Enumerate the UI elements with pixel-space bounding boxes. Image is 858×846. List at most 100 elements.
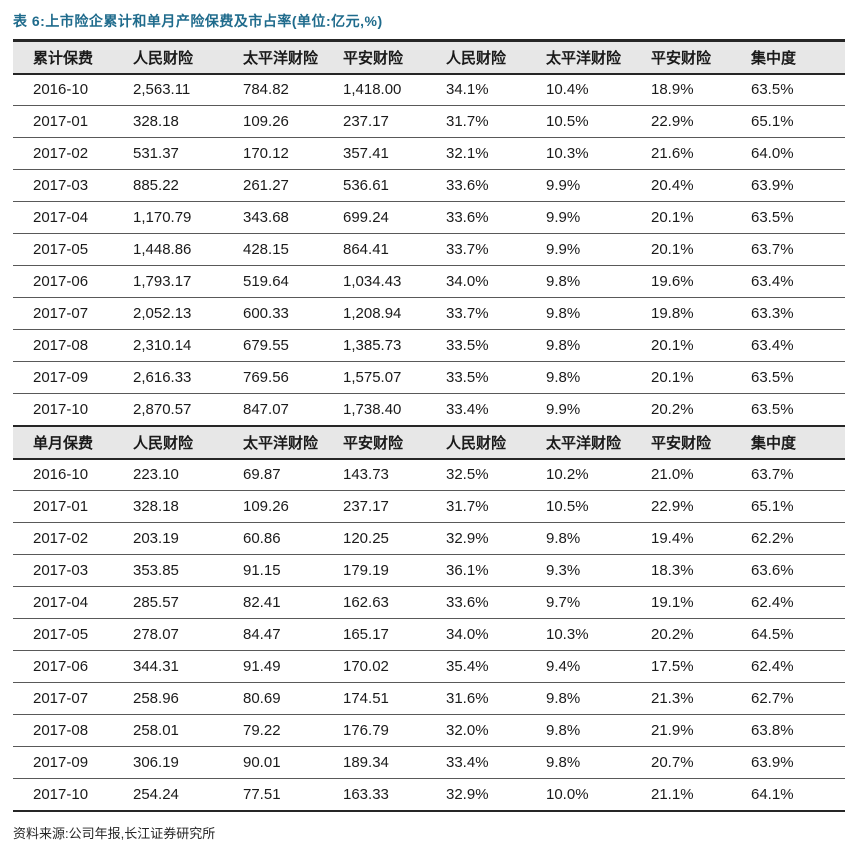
value-cell: 33.4% — [446, 400, 489, 418]
value-cell: 33.5% — [446, 337, 489, 354]
column-header: 太平洋财险 — [243, 49, 319, 67]
table-row: 2017-02 203.19 60.86 120.25 32.9% 9.8% 19.4% 62… — [13, 523, 845, 555]
value-cell: 63.5% — [751, 209, 794, 226]
value-cell: 600.33 — [243, 305, 289, 322]
value-cell: 536.61 — [343, 177, 389, 194]
value-cell: 63.9% — [751, 754, 794, 771]
value-cell: 91.15 — [243, 562, 281, 579]
value-cell: 10.3% — [546, 626, 589, 643]
table-row: 2016-10 2,563.11 784.82 1,418.00 34.1% 10.4% 1… — [13, 74, 845, 106]
value-cell: 170.02 — [343, 658, 389, 675]
value-cell: 62.4% — [751, 658, 794, 675]
value-cell: 847.07 — [243, 400, 289, 418]
column-header: 单月保费 — [33, 434, 94, 452]
value-cell: 306.19 — [133, 754, 179, 771]
value-cell: 9.8% — [546, 305, 581, 322]
value-cell: 519.64 — [243, 273, 289, 290]
value-cell: 21.1% — [651, 785, 694, 803]
value-cell: 63.4% — [751, 337, 794, 354]
value-cell: 9.4% — [546, 658, 581, 675]
value-cell: 20.1% — [651, 369, 694, 386]
date-cell: 2017-07 — [33, 305, 89, 322]
value-cell: 79.22 — [243, 722, 281, 739]
date-cell: 2017-04 — [33, 209, 89, 226]
value-cell: 1,170.79 — [133, 209, 192, 226]
value-cell: 1,575.07 — [343, 369, 402, 386]
value-cell: 20.2% — [651, 626, 694, 643]
date-cell: 2017-01 — [33, 498, 89, 515]
value-cell: 20.1% — [651, 241, 694, 258]
value-cell: 34.1% — [446, 81, 489, 99]
value-cell: 17.5% — [651, 658, 694, 675]
value-cell: 20.1% — [651, 209, 694, 226]
value-cell: 33.7% — [446, 241, 489, 258]
value-cell: 63.7% — [751, 466, 794, 484]
table-row: 2017-04 285.57 82.41 162.63 33.6% 9.7% 19.1% 62… — [13, 587, 845, 619]
value-cell: 80.69 — [243, 690, 281, 707]
date-cell: 2017-08 — [33, 337, 89, 354]
value-cell: 62.7% — [751, 690, 794, 707]
value-cell: 343.68 — [243, 209, 289, 226]
value-cell: 258.96 — [133, 690, 179, 707]
value-cell: 9.8% — [546, 722, 581, 739]
value-cell: 21.6% — [651, 145, 694, 162]
value-cell: 21.3% — [651, 690, 694, 707]
column-header: 人民财险 — [446, 49, 507, 67]
premium-table: 累计保费 人民财险 太平洋财险 平安财险 人民财险 太平洋财险 平安财险 集中度 2016-10… — [13, 39, 845, 812]
value-cell: 64.5% — [751, 626, 794, 643]
value-cell: 278.07 — [133, 626, 179, 643]
value-cell: 91.49 — [243, 658, 281, 675]
date-cell: 2017-06 — [33, 273, 89, 290]
value-cell: 62.4% — [751, 594, 794, 611]
value-cell: 22.9% — [651, 498, 694, 515]
date-cell: 2017-03 — [33, 177, 89, 194]
header-row-monthly: 单月保费 人民财险 太平洋财险 平安财险 人民财险 太平洋财险 平安财险 集中度 — [13, 425, 845, 459]
column-header: 太平洋财险 — [546, 434, 622, 452]
value-cell: 63.7% — [751, 241, 794, 258]
value-cell: 60.86 — [243, 530, 281, 547]
date-cell: 2017-09 — [33, 754, 89, 771]
value-cell: 77.51 — [243, 785, 281, 803]
value-cell: 254.24 — [133, 785, 179, 803]
value-cell: 22.9% — [651, 113, 694, 130]
date-cell: 2017-05 — [33, 241, 89, 258]
value-cell: 20.2% — [651, 400, 694, 418]
value-cell: 344.31 — [133, 658, 179, 675]
value-cell: 1,793.17 — [133, 273, 192, 290]
value-cell: 19.4% — [651, 530, 694, 547]
value-cell: 174.51 — [343, 690, 389, 707]
date-cell: 2017-04 — [33, 594, 89, 611]
table-row: 2017-02 531.37 170.12 357.41 32.1% 10.3% 21.6%… — [13, 138, 845, 170]
value-cell: 21.0% — [651, 466, 694, 484]
value-cell: 20.7% — [651, 754, 694, 771]
value-cell: 21.9% — [651, 722, 694, 739]
value-cell: 237.17 — [343, 113, 389, 130]
value-cell: 62.2% — [751, 530, 794, 547]
column-header: 人民财险 — [133, 49, 194, 67]
value-cell: 19.1% — [651, 594, 694, 611]
value-cell: 9.9% — [546, 177, 581, 194]
date-cell: 2017-10 — [33, 785, 89, 803]
table-row: 2017-04 1,170.79 343.68 699.24 33.6% 9.9% 20.1… — [13, 202, 845, 234]
value-cell: 258.01 — [133, 722, 179, 739]
value-cell: 20.1% — [651, 337, 694, 354]
value-cell: 864.41 — [343, 241, 389, 258]
value-cell: 9.8% — [546, 273, 581, 290]
table-row: 2017-10 254.24 77.51 163.33 32.9% 10.0% 21.1% 6… — [13, 779, 845, 811]
value-cell: 90.01 — [243, 754, 281, 771]
date-cell: 2017-08 — [33, 722, 89, 739]
value-cell: 10.5% — [546, 498, 589, 515]
value-cell: 9.8% — [546, 754, 581, 771]
value-cell: 9.8% — [546, 690, 581, 707]
table-row: 2017-10 2,870.57 847.07 1,738.40 33.4% 9.9% 20… — [13, 394, 845, 426]
value-cell: 31.6% — [446, 690, 489, 707]
date-cell: 2017-06 — [33, 658, 89, 675]
value-cell: 31.7% — [446, 498, 489, 515]
value-cell: 31.7% — [446, 113, 489, 130]
value-cell: 679.55 — [243, 337, 289, 354]
table-row: 2017-08 2,310.14 679.55 1,385.73 33.5% 9.8% 20… — [13, 330, 845, 362]
column-header: 人民财险 — [133, 434, 194, 452]
value-cell: 32.1% — [446, 145, 489, 162]
value-cell: 84.47 — [243, 626, 281, 643]
value-cell: 19.6% — [651, 273, 694, 290]
